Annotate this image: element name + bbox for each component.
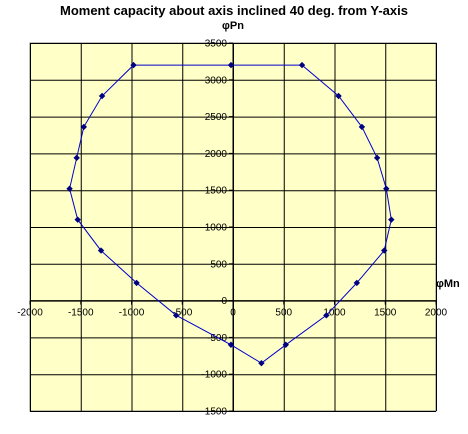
y-tick-label: 1500	[205, 186, 228, 197]
data-point	[258, 359, 265, 367]
data-point	[227, 341, 235, 348]
data-point	[298, 61, 306, 69]
x-tick-label: 2000	[425, 308, 448, 319]
y-tick-label: 1000	[205, 223, 228, 234]
data-point	[133, 279, 140, 287]
y-tick-label: 2000	[205, 149, 228, 160]
data-point	[97, 247, 105, 254]
data-point	[323, 312, 330, 319]
data-point	[227, 61, 235, 69]
y-axis-title: φPn	[222, 20, 244, 32]
y-tick-label: 2500	[205, 112, 228, 123]
y-tick-label: 3000	[205, 75, 228, 86]
data-point	[388, 216, 395, 223]
data-point	[74, 216, 81, 223]
data-point	[98, 92, 106, 100]
x-tick-label: -1000	[119, 308, 145, 319]
data-point	[373, 154, 381, 162]
data-point	[73, 154, 80, 162]
x-tick-label: 1500	[374, 308, 397, 319]
data-point	[381, 247, 388, 254]
x-tick-label: -2000	[17, 308, 43, 319]
data-point	[172, 312, 180, 319]
x-tick-label: 1000	[323, 308, 346, 319]
x-tick-label: 0	[230, 308, 236, 319]
data-point	[282, 341, 289, 348]
chart-title: Moment capacity about axis inclined 40 d…	[60, 3, 408, 18]
y-tick-label: 3500	[205, 39, 228, 50]
y-tick-label: 500	[210, 259, 227, 270]
x-tick-label: -1500	[68, 308, 94, 319]
data-point	[358, 123, 366, 131]
x-tick-label: 500	[275, 308, 292, 319]
y-tick-label: -500	[207, 333, 227, 344]
y-tick-label: 0	[221, 296, 227, 307]
data-point	[383, 185, 390, 192]
y-tick-label: -1500	[201, 407, 227, 418]
data-point	[130, 61, 137, 69]
y-tick-label: -1000	[201, 370, 227, 381]
x-tick-label: -500	[172, 308, 192, 319]
data-point	[353, 279, 361, 287]
x-axis-title: φMn	[436, 278, 460, 290]
data-point	[335, 92, 342, 100]
data-point	[80, 123, 87, 131]
data-point	[66, 185, 73, 192]
